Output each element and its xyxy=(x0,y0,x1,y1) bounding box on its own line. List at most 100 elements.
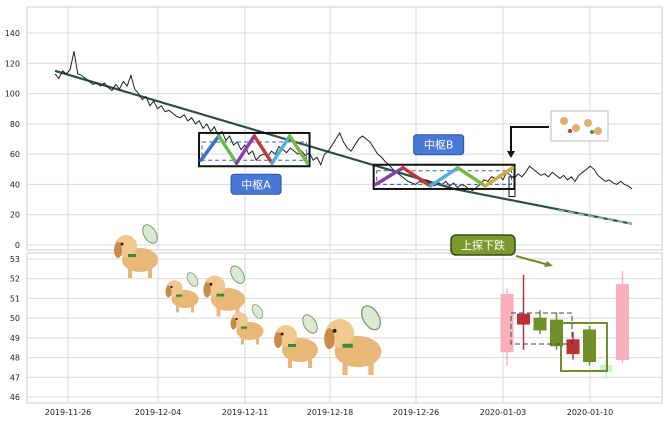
puppy-ear xyxy=(324,328,335,349)
puppy-leg xyxy=(288,358,292,368)
zhongshu-label-box xyxy=(230,173,282,195)
price-y-axis: 0 20 40 60 80 100 120 140 xyxy=(5,29,20,250)
puppy-leg xyxy=(176,305,179,313)
candle-body xyxy=(500,293,514,353)
puppy-eye xyxy=(170,285,173,289)
kline-annotation: 上探下跌 xyxy=(450,234,553,267)
puppy-leg xyxy=(241,337,244,345)
puppy-racket xyxy=(142,224,158,244)
zhongshu-stroke xyxy=(217,134,239,165)
zhongshu-label: 中枢B xyxy=(424,138,454,152)
puppy-eye xyxy=(120,242,124,246)
candlesticks xyxy=(500,270,629,380)
puppy-ear xyxy=(114,242,122,258)
zhongshu-label: 中枢A xyxy=(241,177,271,191)
puppy-racket xyxy=(186,272,199,287)
puppy-ear xyxy=(274,332,282,348)
trend-line-extension xyxy=(558,209,633,225)
kline-y-tick-label: 47 xyxy=(10,373,20,382)
price-y-tick-label: 80 xyxy=(10,120,20,129)
zhongshu-boxes: 中枢A 中枢B xyxy=(198,131,516,198)
x-tick-label: 2019-12-26 xyxy=(393,408,440,417)
price-y-tick-label: 100 xyxy=(5,90,20,99)
price-y-tick-label: 40 xyxy=(10,180,20,189)
zhongshu-stroke xyxy=(252,134,274,165)
puppy-collar xyxy=(241,326,247,329)
kline-y-tick-label: 52 xyxy=(10,275,20,284)
zhongshu-inner-box xyxy=(376,170,513,185)
trend-lines xyxy=(54,69,633,225)
candle-body xyxy=(566,339,580,355)
zhongshu-stroke xyxy=(373,166,405,187)
puppy-stickers xyxy=(114,224,382,375)
zhongshu-stroke xyxy=(401,166,433,188)
price-y-tick-label: 140 xyxy=(5,29,20,38)
puppy-sticker xyxy=(230,304,264,345)
zhongshu-stroke xyxy=(288,134,310,165)
date-x-axis: 2019-11-26 2019-12-04 2019-12-11 2019-12-18… xyxy=(45,408,614,417)
puppy-racket xyxy=(302,314,318,334)
zhongshu-stroke xyxy=(270,134,292,165)
kline-y-tick-label: 53 xyxy=(10,255,20,264)
zhongshu-stroke xyxy=(456,166,487,188)
candle-body xyxy=(583,329,596,363)
puppy-racket xyxy=(251,304,264,319)
price-y-tick-label: 120 xyxy=(5,59,20,68)
puppy-eye xyxy=(280,332,284,336)
puppy-leg xyxy=(191,305,194,313)
puppy-racket xyxy=(360,305,382,331)
x-tick-label: 2020-01-03 xyxy=(480,408,527,417)
puppy-collar xyxy=(128,254,136,257)
puppy-collar xyxy=(176,294,182,297)
candle-body xyxy=(550,319,563,347)
puppy-ear xyxy=(203,282,211,298)
puppy-ear xyxy=(165,285,172,298)
trend-line xyxy=(54,69,455,191)
puppy-leg xyxy=(148,268,152,278)
puppy-collar xyxy=(216,293,225,297)
puppy-leg xyxy=(308,358,312,368)
price-line xyxy=(54,51,633,192)
puppy-eye xyxy=(235,317,238,321)
thumbnail-sticker xyxy=(550,110,609,142)
kline-y-tick-label: 49 xyxy=(10,334,20,343)
zhongshu-box xyxy=(198,131,311,168)
puppy-leg xyxy=(256,337,259,345)
x-tick-label: 2019-12-11 xyxy=(222,408,269,417)
zhongshu-inner-box xyxy=(201,141,308,161)
puppy-sticker xyxy=(203,265,246,317)
kline-y-tick-label: 50 xyxy=(10,314,20,323)
puppy-eye xyxy=(209,282,213,286)
puppy-racket xyxy=(230,265,245,284)
puppy-sticker xyxy=(274,314,318,368)
kline-boxes xyxy=(510,312,608,372)
kline-y-tick-label: 48 xyxy=(10,354,20,363)
puppy-leg xyxy=(235,307,240,317)
price-y-tick-label: 60 xyxy=(10,150,20,159)
zhongshu-label-box xyxy=(413,134,465,156)
candle-body xyxy=(616,284,629,361)
puppy-leg xyxy=(128,268,132,278)
x-tick-label: 2020-01-10 xyxy=(567,408,614,417)
kline-y-tick-label: 46 xyxy=(10,393,20,402)
pointer-arrow xyxy=(507,126,549,158)
breakout-marker xyxy=(508,176,516,198)
puppy-collar xyxy=(342,343,353,348)
x-tick-label: 2019-12-04 xyxy=(135,408,182,417)
puppy-leg xyxy=(368,362,374,375)
puppy-ear xyxy=(230,317,237,330)
x-tick-label: 2019-11-26 xyxy=(45,408,92,417)
kline-annotation-label: 上探下跌 xyxy=(461,238,505,252)
price-series xyxy=(54,51,633,192)
zhongshu-stroke xyxy=(483,166,515,188)
puppy-leg xyxy=(342,362,348,375)
price-y-tick-label: 20 xyxy=(10,211,20,220)
puppy-sticker xyxy=(114,224,158,278)
puppy-collar xyxy=(288,344,296,347)
candle-body xyxy=(517,313,530,325)
puppy-leg xyxy=(216,307,221,317)
candle-body xyxy=(533,317,547,331)
zhongshu-stroke xyxy=(234,134,257,165)
kline-y-axis: 46 47 48 49 50 51 52 53 xyxy=(10,255,20,402)
